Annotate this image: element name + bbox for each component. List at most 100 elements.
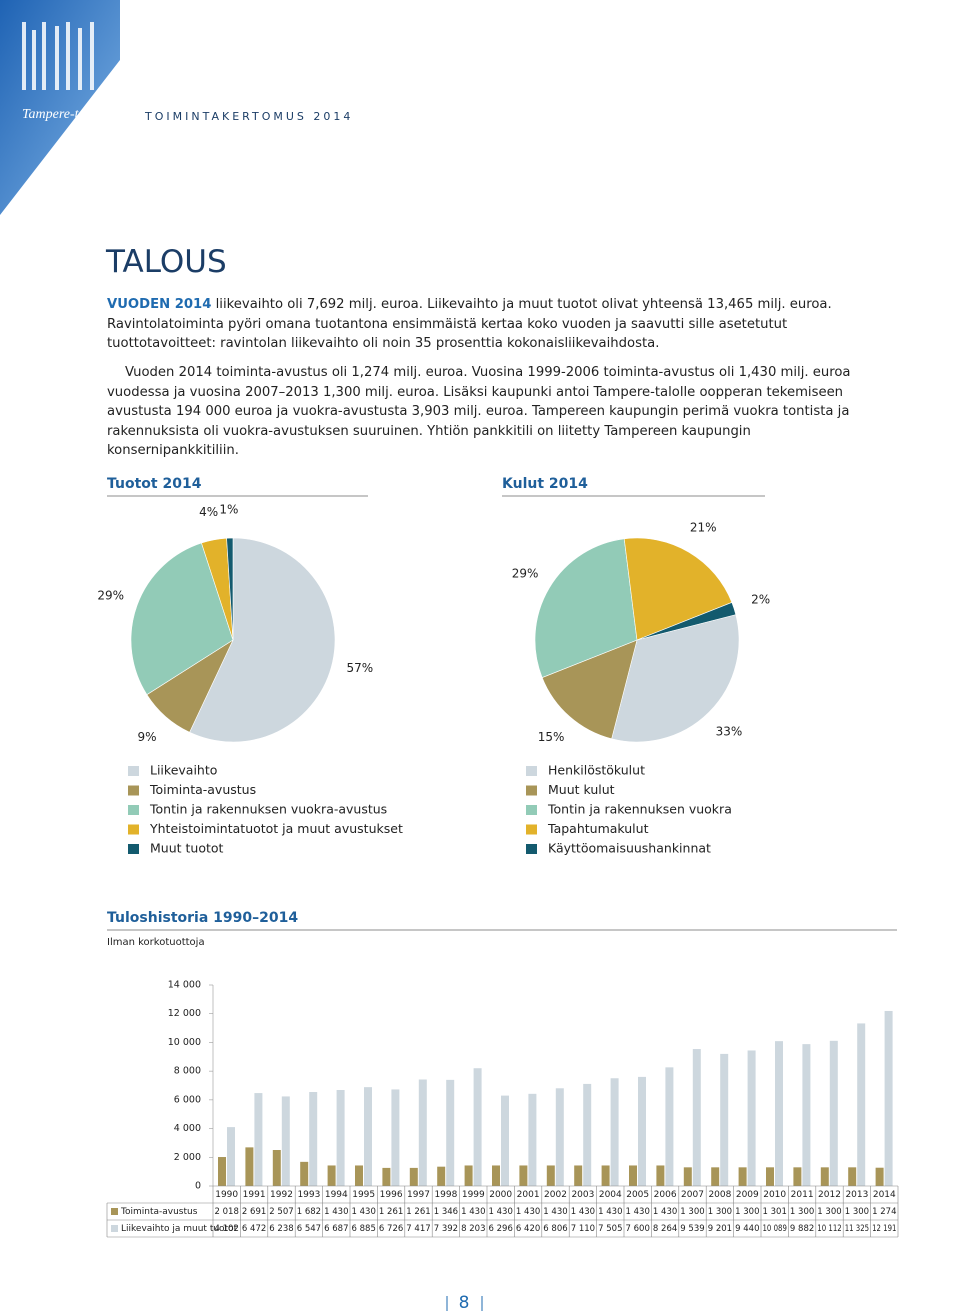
table-value: 6 296 [489,1224,514,1234]
legend-swatch [526,785,537,796]
table-value: 9 201 [708,1224,732,1234]
pie-slice [636,602,737,641]
legend-label: Tontin ja rakennuksen vuokra [547,802,732,817]
y-tick-label: 2 000 [174,1152,201,1163]
table-value: 7 110 [571,1224,596,1234]
bar [391,1089,400,1186]
x-tick-label: 1999 [462,1190,485,1200]
y-tick-label: 14 000 [168,980,201,991]
legend-label: Käyttöomaisuushankinnat [548,841,711,856]
report-name: TOIMINTAKERTOMUS 2014 [145,110,354,123]
y-tick-label: 4 000 [174,1123,201,1134]
y-tick-label: 10 000 [168,1037,201,1048]
x-tick-label: 2009 [736,1190,759,1200]
legend-swatch [128,785,139,796]
y-tick-label: 6 000 [174,1094,201,1105]
x-tick-label: 1994 [325,1190,348,1200]
bar [665,1067,674,1186]
bar [775,1041,783,1186]
x-tick-label: 1992 [270,1190,293,1200]
legend-label: Liikevaihto [150,763,217,778]
x-tick-label: 2010 [763,1190,786,1200]
bar [327,1165,336,1186]
bar [738,1167,747,1186]
pie-slice [189,537,336,743]
legend-swatch [526,844,537,854]
table-value: 6 547 [297,1224,321,1234]
bar [409,1167,418,1186]
legend-swatch [526,824,537,835]
table-value: 1 261 [406,1207,430,1217]
legend-swatch [526,805,537,815]
table-value: 1 430 [324,1207,349,1217]
table-value: 7 505 [598,1224,622,1234]
bar [629,1165,637,1186]
x-tick-label: 2007 [681,1190,704,1200]
intro-paragraph: VUODEN 2014 liikevaihto oli 7,692 milj. … [107,295,862,354]
table-value: 6 806 [543,1224,568,1234]
bar [638,1076,646,1186]
x-tick-label: 2002 [544,1190,567,1200]
y-tick-label: 8 000 [174,1066,201,1077]
table-value: 8 264 [653,1224,678,1234]
logo-text: Tampere-talo [22,107,96,122]
x-tick-label: 1991 [243,1190,266,1200]
x-tick-label: 2011 [791,1190,814,1200]
table-value: 1 430 [653,1207,678,1217]
bar [766,1167,774,1186]
table-value: 1 430 [598,1207,623,1217]
table-value: 1 430 [352,1207,377,1217]
legend-label: Yhteistoimintatuotot ja muut avustukset [149,821,403,836]
y-tick-label: 12 000 [168,1008,201,1019]
table-value: 1 430 [516,1207,541,1217]
bar [820,1167,829,1186]
bar [793,1167,802,1186]
paragraph: Vuoden 2014 toiminta-avustus oli 1,274 m… [107,365,851,458]
page-number: 8 [459,1293,470,1313]
table-value: 6 420 [516,1224,541,1234]
table-value: 6 238 [269,1224,294,1234]
bar [656,1165,665,1186]
x-tick-label: 2001 [517,1190,540,1200]
table-value: 11 325 [845,1224,869,1234]
slice-label: 33% [716,724,743,738]
slice-label: 1% [219,503,238,517]
bar [218,1157,226,1186]
bar [683,1167,692,1186]
table-value: 8 203 [461,1224,485,1234]
bar [309,1092,318,1186]
table-value: 10 112 [817,1224,841,1234]
slice-label: 9% [138,730,157,744]
x-tick-label: 1990 [215,1190,238,1200]
x-tick-label: 1996 [380,1190,403,1200]
legend-swatch [128,824,139,835]
bar [437,1166,446,1186]
bar [245,1147,254,1186]
x-tick-label: 1998 [434,1190,457,1200]
bar [692,1049,701,1186]
table-value: 1 300 [680,1207,705,1217]
table-value: 2 018 [215,1207,240,1217]
bar [364,1087,372,1186]
pie-slice [611,614,740,743]
pie-slice [146,639,234,733]
x-tick-label: 1993 [297,1190,320,1200]
bar [355,1165,363,1186]
legend-swatch [111,1225,118,1232]
pie-slice [534,538,638,678]
bar [281,1096,290,1186]
table-value: 7 417 [406,1224,430,1234]
table-value: 1 346 [434,1207,459,1217]
table-value: 1 301 [763,1207,787,1217]
slice-label: 2% [751,592,770,606]
bar [519,1165,528,1186]
table-value: 1 300 [845,1207,870,1217]
x-tick-label: 2013 [845,1190,868,1200]
bar [546,1165,555,1186]
x-tick-label: 2005 [626,1190,649,1200]
bar [574,1165,583,1186]
bar [382,1167,391,1186]
table-value: 1 300 [708,1207,733,1217]
